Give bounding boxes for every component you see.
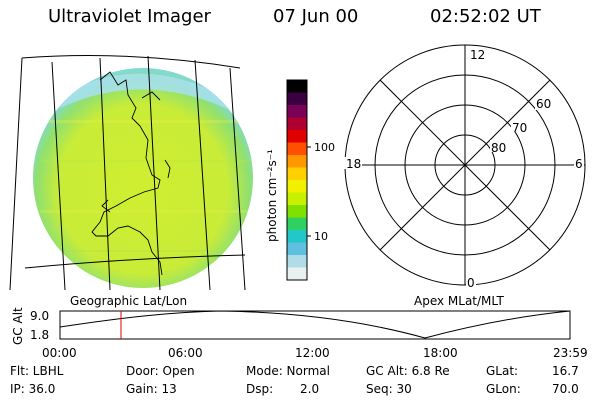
lat-label-80: 80: [491, 141, 506, 155]
altitude-curve: [59, 310, 571, 339]
colorbar-segment: [287, 142, 307, 156]
earth-disk: [33, 68, 253, 288]
xtick-1800: 18:00: [423, 346, 458, 360]
info-gain: Gain: 13: [126, 382, 177, 396]
colorbar-segment: [287, 267, 307, 281]
colorbar-segment: [287, 180, 307, 193]
colorbar-segment: [287, 130, 307, 143]
polar-diag-2: [379, 79, 551, 251]
header-time: 02:52:02 UT: [430, 6, 541, 27]
xtick-0600: 06:00: [168, 346, 203, 360]
info-dsp-value: 2.0: [300, 382, 320, 396]
info-door: Door: Open: [126, 364, 195, 378]
altitude-xticks: 00:00 06:00 12:00 18:00 23:59: [42, 346, 588, 360]
earth-image-panel: [9, 55, 253, 291]
info-glat-value: 16.7: [552, 364, 579, 378]
colorbar-segment: [287, 167, 307, 181]
info-flt: Flt: LBHL: [10, 364, 64, 378]
colorbar-segment: [287, 105, 307, 118]
altitude-plot: [59, 310, 571, 340]
altitude-ylabel: GC Alt: [11, 307, 25, 345]
info-seq: Seq: 30: [366, 382, 412, 396]
info-glon-label: GLon:: [486, 382, 521, 396]
xtick-2359: 23:59: [553, 346, 588, 360]
coastline: [91, 71, 171, 276]
earth-image-label: Geographic Lat/Lon: [70, 294, 187, 308]
colorbar-segment: [287, 192, 307, 206]
colorbar-segment: [287, 80, 307, 93]
colorbar-segment: [287, 117, 307, 131]
colorbar-segment: [287, 92, 307, 106]
info-mode: Mode: Normal: [246, 364, 330, 378]
mlt-label-0: 0: [467, 276, 475, 290]
polar-plot: [344, 44, 586, 286]
colorbar-segment: [287, 242, 307, 256]
polar-plot-label: Apex MLat/MLT: [414, 294, 504, 308]
header-date: 07 Jun 00: [273, 6, 359, 27]
xtick-1200: 12:00: [295, 346, 330, 360]
info-ip: IP: 36.0: [10, 382, 56, 396]
colorbar-unit-label: photon cm⁻²s⁻¹: [265, 149, 279, 242]
earth-limb-haze: [60, 73, 230, 110]
info-glon-value: 70.0: [552, 382, 579, 396]
lat-label-70: 70: [512, 121, 527, 135]
colorbar-segment: [287, 255, 307, 268]
colorbar-segment: [287, 217, 307, 231]
page-title: Ultraviolet Imager: [48, 6, 211, 27]
colorbar-segment: [287, 205, 307, 218]
info-glat-label: GLat:: [486, 364, 519, 378]
colorbar-tick-100: 100: [314, 141, 335, 154]
mlt-label-12: 12: [470, 48, 485, 62]
xtick-0000: 00:00: [42, 346, 77, 360]
info-gcalt: GC Alt: 6.8 Re: [366, 364, 450, 378]
colorbar-segment: [287, 155, 307, 168]
earth-texture: [40, 120, 250, 252]
info-dsp-label: Dsp:: [246, 382, 274, 396]
colorbar-frame: [286, 79, 308, 281]
lat-lon-grid: [9, 55, 246, 291]
lat-label-60: 60: [536, 97, 551, 111]
colorbar: [286, 79, 308, 281]
altitude-ytick-1-8: 1.8: [30, 328, 49, 342]
altitude-plot-frame: [59, 310, 571, 340]
altitude-ytick-9: 9.0: [30, 309, 49, 323]
colorbar-segment: [287, 230, 307, 243]
mlt-label-18: 18: [346, 157, 361, 171]
mlt-label-6: 6: [575, 157, 583, 171]
colorbar-tick-10: 10: [314, 230, 328, 243]
